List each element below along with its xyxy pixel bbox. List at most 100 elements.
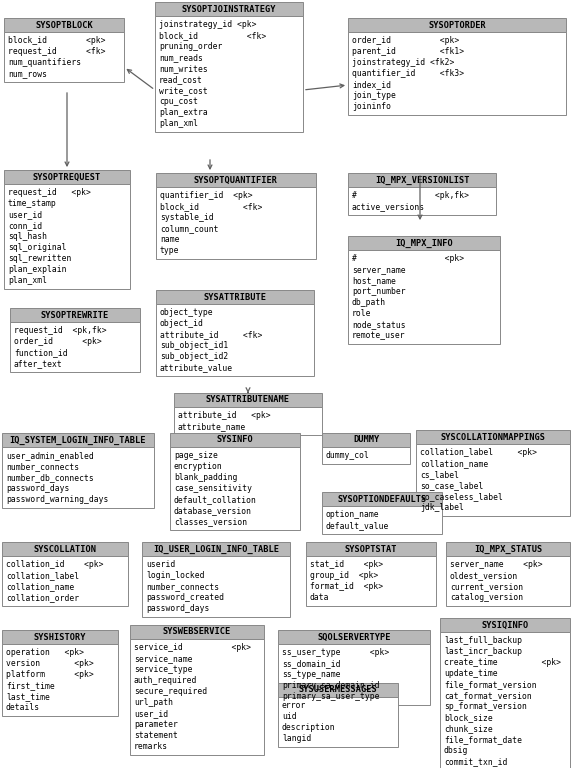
Bar: [348, 32, 566, 115]
Bar: [278, 697, 398, 747]
Text: description: description: [282, 723, 336, 732]
Bar: [446, 556, 570, 606]
Text: data: data: [310, 593, 329, 602]
Bar: [2, 542, 128, 556]
Text: collation_name: collation_name: [420, 459, 488, 468]
Text: IQ_MPX_VERSIONLIST: IQ_MPX_VERSIONLIST: [375, 175, 470, 184]
Text: SYSOPTORDER: SYSOPTORDER: [428, 21, 486, 29]
Text: service_name: service_name: [134, 654, 192, 663]
Text: jdk_label: jdk_label: [420, 503, 464, 512]
Text: file_format_date: file_format_date: [444, 735, 522, 744]
Text: attribute_id     <fk>: attribute_id <fk>: [160, 330, 262, 339]
Text: details: details: [6, 703, 40, 712]
Text: group_id  <pk>: group_id <pk>: [310, 571, 378, 580]
Text: password_created: password_created: [146, 593, 224, 602]
Bar: [156, 290, 314, 304]
Text: SYSATTRIBUTE: SYSATTRIBUTE: [204, 293, 266, 302]
Text: SYSWEBSERVICE: SYSWEBSERVICE: [163, 627, 231, 637]
Text: quantifier_id  <pk>: quantifier_id <pk>: [160, 191, 253, 200]
Bar: [348, 187, 496, 215]
Text: error: error: [282, 701, 307, 710]
Text: password_days: password_days: [146, 604, 210, 613]
Bar: [2, 447, 154, 508]
Bar: [170, 447, 300, 530]
Text: blank_padding: blank_padding: [174, 473, 238, 482]
Text: collation_name: collation_name: [6, 582, 74, 591]
Text: user_id: user_id: [8, 210, 42, 219]
Text: stat_id    <pk>: stat_id <pk>: [310, 560, 383, 569]
Bar: [4, 32, 124, 82]
Text: chunk_size: chunk_size: [444, 724, 492, 733]
Bar: [440, 618, 570, 632]
Bar: [446, 542, 570, 556]
Bar: [156, 187, 316, 259]
Text: number_db_connects: number_db_connects: [6, 473, 94, 482]
Text: encryption: encryption: [174, 462, 223, 471]
Text: langid: langid: [282, 734, 311, 743]
Bar: [322, 506, 442, 534]
Text: uid: uid: [282, 712, 297, 721]
Text: num_reads: num_reads: [159, 53, 203, 62]
Text: block_id         <fk>: block_id <fk>: [160, 202, 262, 211]
Text: default_value: default_value: [326, 521, 389, 530]
Bar: [322, 447, 410, 464]
Text: port_number: port_number: [352, 287, 406, 296]
Bar: [278, 630, 430, 644]
Bar: [348, 173, 496, 187]
Text: ss_user_type      <pk>: ss_user_type <pk>: [282, 648, 389, 657]
Bar: [278, 644, 430, 705]
Text: request_id      <fk>: request_id <fk>: [8, 47, 106, 56]
Text: conn_id: conn_id: [8, 221, 42, 230]
Text: plan_explain: plan_explain: [8, 265, 67, 274]
Text: type: type: [160, 246, 180, 255]
Text: read_cost: read_cost: [159, 75, 203, 84]
Text: joinstrategy_id <pk>: joinstrategy_id <pk>: [159, 20, 257, 29]
Bar: [322, 433, 410, 447]
Text: IQ_MPX_STATUS: IQ_MPX_STATUS: [474, 545, 542, 554]
Text: SYSIQINFO: SYSIQINFO: [482, 621, 529, 630]
Text: joinstrategy_id <fk2>: joinstrategy_id <fk2>: [352, 58, 455, 67]
Text: block_id        <pk>: block_id <pk>: [8, 36, 106, 45]
Text: collation_order: collation_order: [6, 593, 79, 602]
Text: SYSOPTREWRITE: SYSOPTREWRITE: [41, 310, 109, 319]
Text: plan_xml: plan_xml: [159, 119, 198, 128]
Text: catalog_version: catalog_version: [450, 593, 523, 602]
Text: SYSATTRIBUTENAME: SYSATTRIBUTENAME: [206, 396, 290, 405]
Text: host_name: host_name: [352, 276, 396, 285]
Text: time_stamp: time_stamp: [8, 199, 57, 208]
Bar: [10, 308, 140, 322]
Text: SYSOPTJOINSTRATEGY: SYSOPTJOINSTRATEGY: [182, 5, 276, 14]
Bar: [4, 18, 124, 32]
Text: cpu_cost: cpu_cost: [159, 97, 198, 106]
Text: name: name: [160, 235, 180, 244]
Text: SYSOPTBLOCK: SYSOPTBLOCK: [35, 21, 93, 29]
Bar: [348, 236, 500, 250]
Text: create_time         <pk>: create_time <pk>: [444, 658, 561, 667]
Text: #                <pk,fk>: # <pk,fk>: [352, 191, 469, 200]
Text: block_size: block_size: [444, 713, 492, 722]
Text: IQ_USER_LOGIN_INFO_TABLE: IQ_USER_LOGIN_INFO_TABLE: [153, 545, 279, 554]
Text: IQ_MPX_INFO: IQ_MPX_INFO: [395, 238, 453, 247]
Text: sub_object_id2: sub_object_id2: [160, 352, 228, 361]
Bar: [130, 639, 264, 755]
Text: sql_hash: sql_hash: [8, 232, 47, 241]
Text: quantifier_id     <fk3>: quantifier_id <fk3>: [352, 69, 464, 78]
Text: object_type: object_type: [160, 308, 214, 317]
Bar: [156, 304, 314, 376]
Text: object_id: object_id: [160, 319, 204, 328]
Bar: [322, 492, 442, 506]
Bar: [170, 433, 300, 447]
Text: #                  <pk>: # <pk>: [352, 254, 464, 263]
Text: dbsig: dbsig: [444, 746, 468, 755]
Text: current_version: current_version: [450, 582, 523, 591]
Text: password_warning_days: password_warning_days: [6, 495, 108, 504]
Text: userid: userid: [146, 560, 175, 569]
Text: sp_format_version: sp_format_version: [444, 702, 527, 711]
Text: IQ_SYSTEM_LOGIN_INFO_TABLE: IQ_SYSTEM_LOGIN_INFO_TABLE: [10, 435, 146, 445]
Text: SYSINFO: SYSINFO: [216, 435, 253, 445]
Text: column_count: column_count: [160, 224, 219, 233]
Bar: [155, 2, 303, 16]
Bar: [130, 625, 264, 639]
Text: format_id  <pk>: format_id <pk>: [310, 582, 383, 591]
Text: attribute_id   <pk>: attribute_id <pk>: [178, 411, 270, 420]
